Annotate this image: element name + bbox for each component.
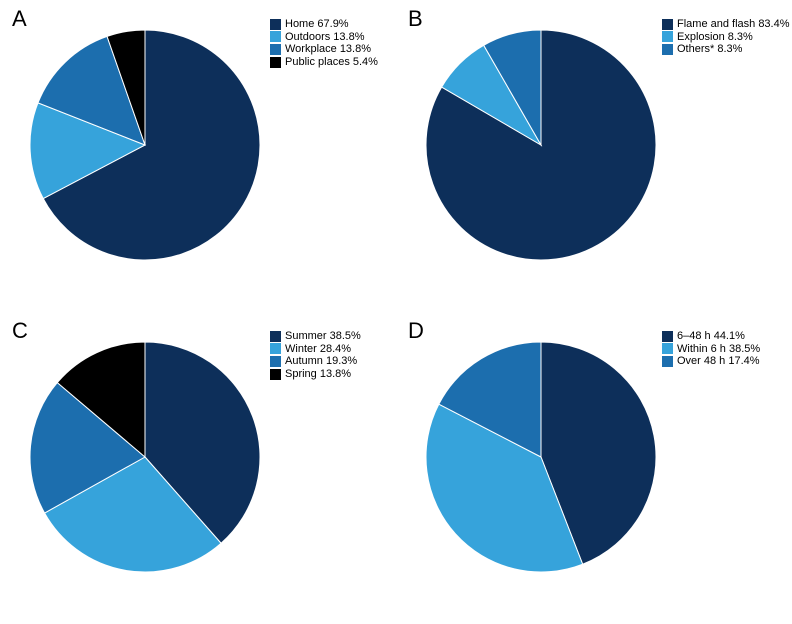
legend-item: Within 6 h 38.5% — [662, 343, 760, 356]
panel-c: C Summer 38.5%Winter 28.4%Autumn 19.3%Spr… — [0, 312, 396, 624]
panel-label: B — [408, 6, 423, 32]
legend-label: Home 67.9% — [285, 18, 349, 31]
legend-label: Explosion 8.3% — [677, 31, 753, 44]
legend-label: Autumn 19.3% — [285, 355, 357, 368]
legend: 6–48 h 44.1%Within 6 h 38.5%Over 48 h 17… — [662, 330, 760, 368]
legend-item: Autumn 19.3% — [270, 355, 361, 368]
panel-a: A Home 67.9%Outdoors 13.8%Workplace 13.8%… — [0, 0, 396, 312]
legend-item: Public places 5.4% — [270, 56, 378, 69]
legend-item: Workplace 13.8% — [270, 43, 378, 56]
legend-label: Outdoors 13.8% — [285, 31, 365, 44]
pie-chart — [30, 342, 260, 572]
panel-label: D — [408, 318, 424, 344]
legend-swatch — [662, 356, 673, 367]
legend-swatch — [270, 19, 281, 30]
legend-swatch — [270, 331, 281, 342]
legend-swatch — [662, 19, 673, 30]
legend-label: Summer 38.5% — [285, 330, 361, 343]
legend-label: Flame and flash 83.4% — [677, 18, 790, 31]
legend-swatch — [270, 343, 281, 354]
legend-item: Spring 13.8% — [270, 368, 361, 381]
legend-swatch — [270, 31, 281, 42]
legend-item: Others* 8.3% — [662, 43, 790, 56]
legend-item: Explosion 8.3% — [662, 31, 790, 44]
legend: Flame and flash 83.4%Explosion 8.3%Other… — [662, 18, 790, 56]
pie-chart — [426, 30, 656, 260]
legend-item: Outdoors 13.8% — [270, 31, 378, 44]
legend-swatch — [662, 343, 673, 354]
legend: Home 67.9%Outdoors 13.8%Workplace 13.8%P… — [270, 18, 378, 69]
legend-swatch — [270, 44, 281, 55]
legend-swatch — [270, 57, 281, 68]
pie-chart — [426, 342, 656, 572]
legend-label: Public places 5.4% — [285, 56, 378, 69]
chart-grid: A Home 67.9%Outdoors 13.8%Workplace 13.8%… — [0, 0, 792, 624]
legend: Summer 38.5%Winter 28.4%Autumn 19.3%Spri… — [270, 330, 361, 381]
legend-label: Spring 13.8% — [285, 368, 351, 381]
legend-item: Over 48 h 17.4% — [662, 355, 760, 368]
legend-item: Winter 28.4% — [270, 343, 361, 356]
legend-swatch — [662, 331, 673, 342]
pie-chart — [30, 30, 260, 260]
panel-b: B Flame and flash 83.4%Explosion 8.3%Othe… — [396, 0, 792, 312]
legend-swatch — [270, 369, 281, 380]
legend-swatch — [662, 44, 673, 55]
legend-label: Winter 28.4% — [285, 343, 351, 356]
legend-label: Over 48 h 17.4% — [677, 355, 760, 368]
legend-item: 6–48 h 44.1% — [662, 330, 760, 343]
legend-label: Others* 8.3% — [677, 43, 742, 56]
legend-item: Flame and flash 83.4% — [662, 18, 790, 31]
legend-item: Summer 38.5% — [270, 330, 361, 343]
legend-label: Workplace 13.8% — [285, 43, 371, 56]
panel-d: D 6–48 h 44.1%Within 6 h 38.5%Over 48 h 1… — [396, 312, 792, 624]
legend-label: Within 6 h 38.5% — [677, 343, 760, 356]
legend-swatch — [662, 31, 673, 42]
legend-item: Home 67.9% — [270, 18, 378, 31]
panel-label: A — [12, 6, 27, 32]
legend-label: 6–48 h 44.1% — [677, 330, 745, 343]
panel-label: C — [12, 318, 28, 344]
legend-swatch — [270, 356, 281, 367]
